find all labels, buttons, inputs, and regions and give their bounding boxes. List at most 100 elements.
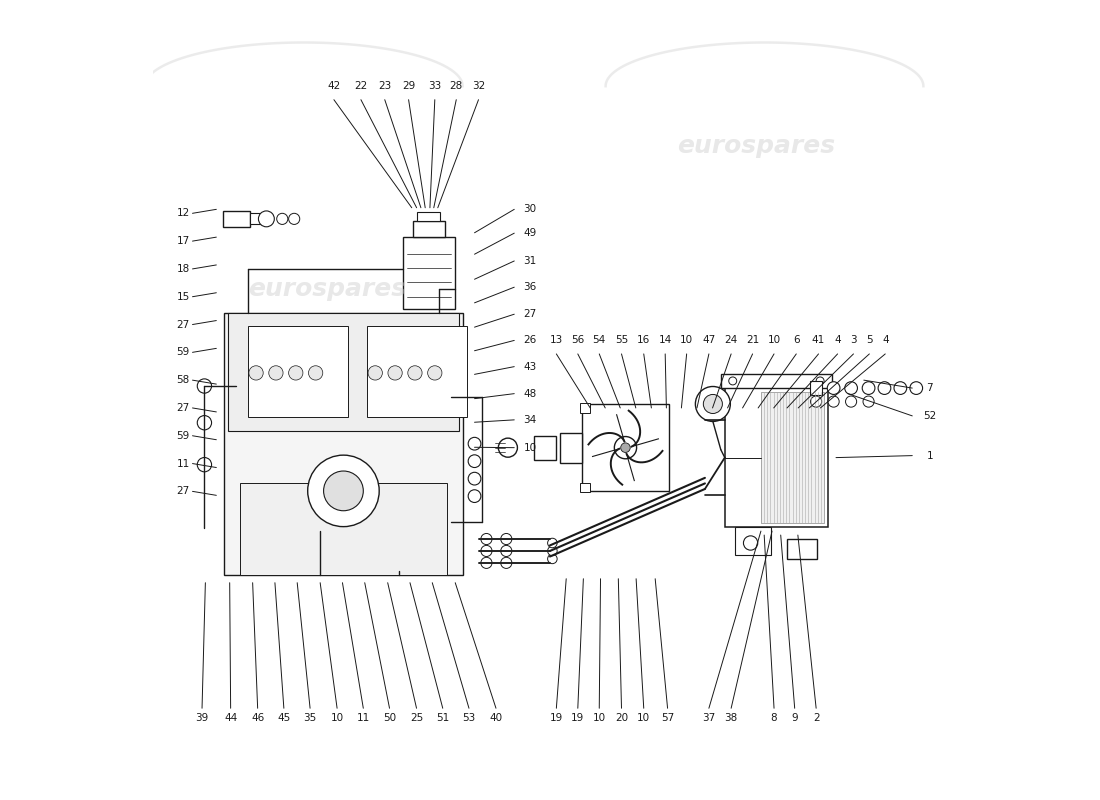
Circle shape	[620, 443, 630, 453]
Bar	[735, 527, 771, 555]
Text: 18: 18	[176, 264, 189, 274]
Circle shape	[498, 438, 517, 457]
Text: 42: 42	[328, 81, 341, 91]
Polygon shape	[224, 313, 463, 574]
Text: 37: 37	[702, 713, 715, 722]
Text: 33: 33	[428, 81, 441, 91]
Text: 8: 8	[771, 713, 778, 722]
Text: 50: 50	[383, 713, 396, 722]
Bar	[580, 482, 590, 492]
Bar	[412, 222, 446, 237]
Text: 1: 1	[926, 450, 933, 461]
Text: 35: 35	[304, 713, 317, 722]
Bar	[720, 374, 832, 388]
Bar	[580, 403, 590, 413]
Text: 36: 36	[524, 282, 537, 292]
Circle shape	[388, 366, 403, 380]
Text: 40: 40	[490, 713, 503, 722]
Bar	[786, 539, 817, 559]
Text: 5: 5	[866, 334, 872, 345]
Circle shape	[277, 214, 288, 225]
Circle shape	[469, 472, 481, 485]
Text: 23: 23	[378, 81, 392, 91]
Text: 11: 11	[176, 458, 189, 469]
Circle shape	[481, 534, 492, 545]
Circle shape	[469, 490, 481, 502]
Text: 31: 31	[524, 256, 537, 266]
Text: 55: 55	[615, 334, 628, 345]
Circle shape	[614, 437, 637, 458]
Text: 45: 45	[277, 713, 290, 722]
Bar	[535, 436, 557, 459]
Text: 59: 59	[176, 430, 189, 441]
Circle shape	[500, 534, 512, 545]
Bar	[725, 388, 828, 527]
Circle shape	[828, 396, 839, 407]
Circle shape	[469, 438, 481, 450]
Circle shape	[308, 366, 322, 380]
Text: 4: 4	[834, 334, 840, 345]
Text: 10: 10	[768, 334, 781, 345]
Text: 29: 29	[402, 81, 415, 91]
Circle shape	[548, 538, 558, 548]
Bar	[403, 237, 454, 309]
Text: 25: 25	[410, 713, 424, 722]
Text: 15: 15	[176, 292, 189, 302]
Circle shape	[548, 546, 558, 556]
Circle shape	[500, 558, 512, 569]
Bar	[560, 433, 582, 462]
Circle shape	[249, 366, 263, 380]
Text: 39: 39	[196, 713, 209, 722]
Text: 44: 44	[224, 713, 238, 722]
Bar	[367, 326, 468, 418]
Text: 49: 49	[524, 228, 537, 238]
Bar	[240, 483, 447, 574]
Circle shape	[846, 396, 857, 407]
Circle shape	[323, 471, 363, 510]
Circle shape	[288, 214, 300, 225]
Circle shape	[469, 455, 481, 467]
Bar	[251, 214, 263, 225]
Text: 10: 10	[637, 713, 650, 722]
Text: 19: 19	[550, 713, 563, 722]
Bar	[810, 381, 823, 395]
Bar	[229, 313, 459, 430]
Text: 3: 3	[850, 334, 857, 345]
Text: 7: 7	[926, 383, 933, 393]
Text: 32: 32	[472, 81, 485, 91]
Text: 19: 19	[571, 713, 584, 722]
Text: 10: 10	[593, 713, 606, 722]
Text: 47: 47	[702, 334, 715, 345]
Text: 59: 59	[176, 347, 189, 358]
Circle shape	[894, 382, 906, 394]
Circle shape	[729, 377, 737, 385]
Text: 16: 16	[637, 334, 650, 345]
Text: 27: 27	[524, 309, 537, 319]
Circle shape	[288, 366, 302, 380]
Text: 30: 30	[524, 204, 537, 214]
Circle shape	[258, 211, 274, 227]
Circle shape	[816, 377, 824, 385]
Circle shape	[500, 546, 512, 557]
Text: 28: 28	[450, 81, 463, 91]
Text: 52: 52	[923, 411, 936, 421]
Text: 56: 56	[571, 334, 584, 345]
Circle shape	[864, 396, 874, 407]
Text: 17: 17	[176, 236, 189, 246]
Text: 24: 24	[725, 334, 738, 345]
Text: 13: 13	[550, 334, 563, 345]
Text: 51: 51	[436, 713, 450, 722]
Text: 48: 48	[524, 389, 537, 398]
Circle shape	[744, 536, 758, 550]
Text: 58: 58	[176, 375, 189, 385]
Text: 6: 6	[793, 334, 800, 345]
Text: eurospares: eurospares	[249, 277, 407, 301]
Text: 57: 57	[661, 713, 674, 722]
Text: 14: 14	[659, 334, 672, 345]
Bar	[582, 404, 669, 491]
Text: 2: 2	[813, 713, 820, 722]
Circle shape	[308, 455, 380, 526]
Text: 21: 21	[746, 334, 759, 345]
Text: 54: 54	[593, 334, 606, 345]
Circle shape	[811, 396, 822, 407]
